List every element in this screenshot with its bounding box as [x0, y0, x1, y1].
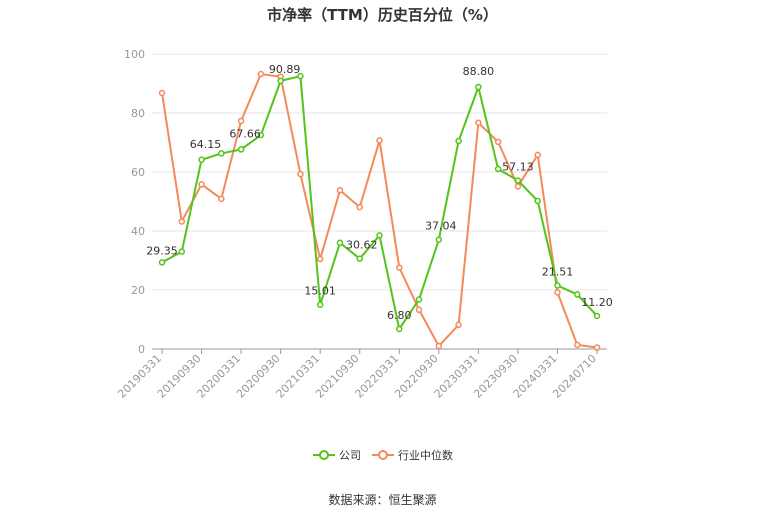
data-point-company — [475, 83, 482, 91]
data-point-company — [415, 296, 423, 303]
series-line-industry-median — [161, 72, 598, 349]
chart-title: 市净率（TTM）历史百分位（%） — [267, 6, 498, 24]
data-label: 64.15 — [190, 138, 222, 151]
data-point-industry-median — [297, 170, 304, 178]
y-tick-label: 0 — [138, 343, 145, 356]
series-line-company — [161, 74, 598, 332]
data-point-company — [494, 165, 502, 173]
data-point-company — [435, 236, 443, 243]
data-point-company — [297, 72, 304, 80]
data-label: 6.80 — [387, 309, 412, 322]
data-point-company — [534, 197, 541, 205]
legend-marker — [378, 450, 388, 460]
data-point-company — [396, 325, 403, 333]
data-point-industry-median — [198, 181, 205, 188]
data-point-company — [376, 232, 383, 239]
data-point-industry-median — [237, 117, 245, 125]
data-point-company — [257, 131, 265, 139]
data-point-company — [573, 291, 581, 298]
data-point-industry-median — [316, 255, 324, 263]
data-point-industry-median — [514, 183, 522, 190]
data-point-company — [514, 177, 522, 184]
data-label: 90.89 — [269, 63, 301, 76]
data-label: 57.13 — [502, 160, 534, 173]
data-point-industry-median — [158, 89, 166, 97]
data-point-industry-median — [554, 289, 561, 296]
legend-label: 行业中位数 — [398, 448, 453, 462]
data-point-industry-median — [178, 218, 186, 225]
data-label: 29.35 — [146, 244, 178, 257]
data-point-industry-median — [376, 137, 383, 144]
data-point-company — [593, 312, 601, 320]
data-point-company — [356, 255, 363, 262]
data-point-industry-median — [396, 264, 403, 271]
legend-label: 公司 — [339, 449, 361, 462]
data-source: 数据来源：恒生聚源 — [328, 493, 437, 507]
data-label: 21.51 — [542, 266, 574, 279]
y-tick-label: 40 — [131, 225, 145, 238]
data-point-company — [218, 150, 225, 157]
data-label: 11.20 — [581, 296, 613, 309]
data-point-industry-median — [494, 138, 502, 146]
data-point-industry-median — [218, 195, 225, 203]
y-tick-label: 100 — [124, 48, 145, 61]
y-tick-label: 60 — [131, 166, 145, 179]
data-label: 15.01 — [304, 285, 336, 298]
data-point-industry-median — [257, 70, 265, 78]
data-point-industry-median — [415, 306, 423, 314]
y-tick-label: 20 — [131, 284, 145, 297]
data-point-company — [158, 259, 166, 266]
data-point-company — [316, 301, 324, 308]
data-point-industry-median — [455, 321, 462, 329]
data-point-industry-median — [534, 151, 541, 159]
data-label: 37.04 — [425, 220, 457, 233]
data-point-industry-median — [435, 342, 443, 350]
data-point-industry-median — [356, 203, 363, 211]
data-label: 67.66 — [229, 127, 261, 140]
data-label: 30.62 — [346, 239, 378, 252]
data-point-company — [178, 248, 186, 255]
y-tick-label: 80 — [131, 107, 145, 120]
legend-marker — [319, 450, 329, 460]
data-point-industry-median — [336, 187, 344, 194]
data-point-company — [198, 156, 205, 164]
data-point-company — [554, 282, 561, 289]
data-point-industry-median — [593, 344, 601, 351]
legend-item-company[interactable]: 公司 — [313, 449, 361, 462]
data-label: 88.80 — [463, 65, 495, 78]
data-point-industry-median — [573, 341, 581, 349]
data-point-company — [237, 146, 245, 153]
data-point-company — [336, 239, 344, 247]
data-point-company — [277, 77, 284, 85]
data-point-industry-median — [475, 119, 482, 126]
legend-item-industry-median[interactable]: 行业中位数 — [372, 448, 453, 462]
data-point-company — [455, 137, 462, 145]
